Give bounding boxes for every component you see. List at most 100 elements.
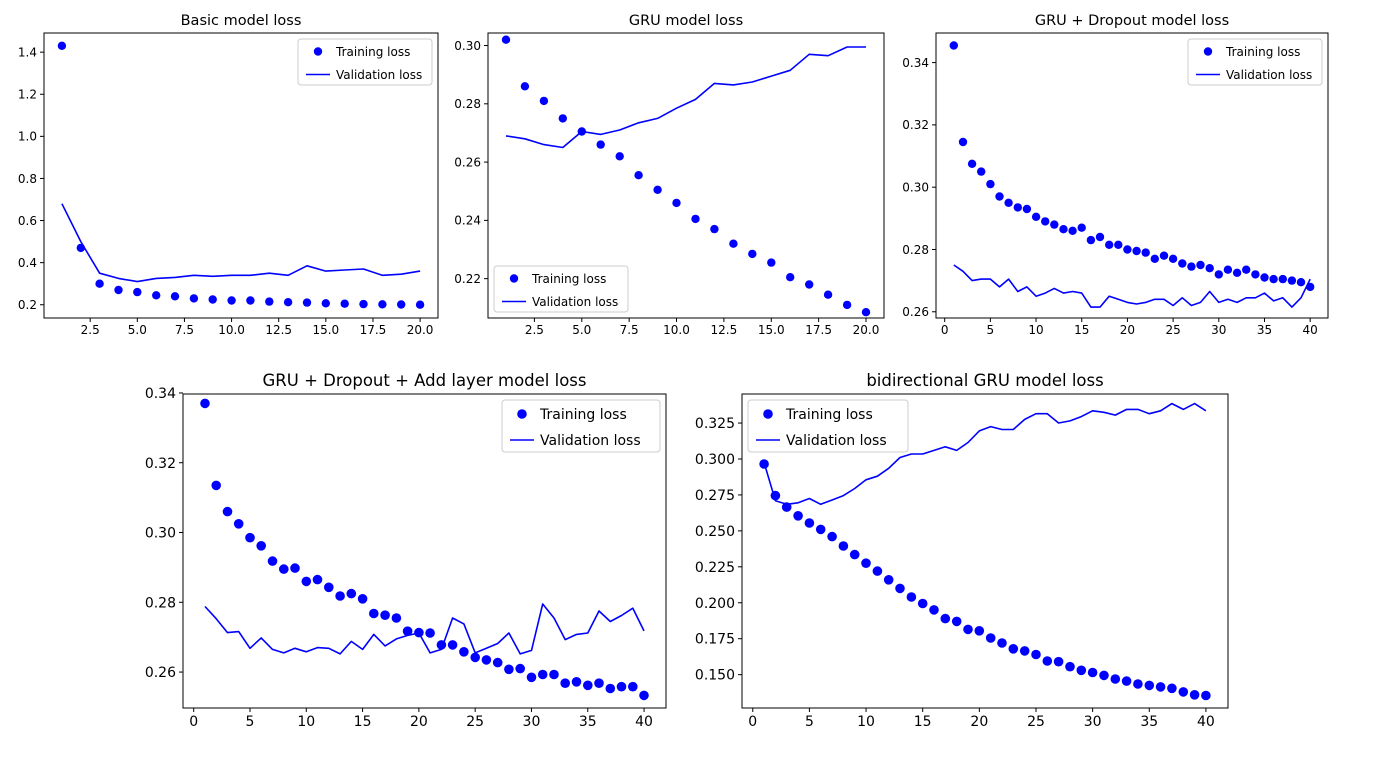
training-loss-point bbox=[1050, 220, 1059, 229]
training-loss-point bbox=[1223, 265, 1233, 274]
training-loss-point bbox=[861, 558, 871, 568]
training-loss-point bbox=[1269, 274, 1278, 284]
y-tick-label: 0.275 bbox=[695, 488, 735, 504]
x-tick-label: 17.5 bbox=[360, 323, 387, 337]
training-loss-point bbox=[95, 279, 104, 288]
training-loss-point bbox=[805, 280, 814, 289]
legend-label: Training loss bbox=[531, 272, 606, 286]
training-loss-point bbox=[872, 566, 883, 576]
legend-label: Validation loss bbox=[786, 433, 887, 449]
training-loss-point bbox=[200, 398, 210, 409]
x-tick-label: 20.0 bbox=[407, 323, 434, 337]
training-loss-point bbox=[558, 114, 567, 123]
training-loss-point bbox=[986, 179, 995, 189]
x-tick-label: 5.0 bbox=[572, 323, 591, 337]
training-loss-point bbox=[369, 608, 379, 619]
training-loss-point bbox=[1065, 661, 1075, 672]
x-tick-label: 10.0 bbox=[218, 323, 245, 337]
y-tick-label: 0.250 bbox=[695, 524, 735, 540]
training-loss-point bbox=[951, 616, 962, 627]
y-tick-label: 0.22 bbox=[454, 272, 481, 286]
training-loss-point bbox=[616, 681, 627, 692]
training-loss-point bbox=[256, 541, 267, 551]
training-loss-point bbox=[691, 214, 700, 224]
chart-panel-4: GRU + Dropout + Add layer model loss 0 5 10… bbox=[145, 371, 667, 730]
y-tick-label: 0.325 bbox=[695, 416, 735, 432]
training-loss-point bbox=[539, 96, 549, 106]
x-tick-label: 0 bbox=[189, 714, 198, 730]
training-loss-point bbox=[447, 640, 458, 650]
training-loss-point bbox=[1110, 674, 1121, 684]
training-loss-point bbox=[1178, 687, 1189, 697]
training-loss-point bbox=[1031, 212, 1041, 221]
training-loss-point bbox=[397, 300, 406, 309]
training-loss-point bbox=[1214, 270, 1224, 279]
training-loss-point bbox=[1132, 246, 1141, 256]
training-loss-point bbox=[639, 690, 649, 701]
training-loss-point bbox=[222, 506, 233, 517]
x-tick-label: 20.0 bbox=[853, 323, 880, 337]
training-loss-point bbox=[114, 285, 123, 295]
training-loss-point bbox=[729, 239, 738, 248]
legend-box bbox=[747, 399, 909, 453]
training-loss-point bbox=[1251, 270, 1260, 279]
training-loss-point bbox=[1155, 682, 1166, 692]
training-loss-point bbox=[481, 655, 492, 665]
training-loss-point bbox=[1287, 276, 1297, 285]
legend-dot-marker bbox=[1203, 47, 1213, 56]
validation-loss-line bbox=[61, 203, 421, 283]
training-loss-point bbox=[985, 633, 996, 643]
training-loss-point bbox=[883, 575, 894, 585]
training-loss-point bbox=[391, 613, 402, 623]
training-loss-point bbox=[402, 626, 413, 636]
training-loss-point bbox=[470, 652, 481, 663]
training-loss-point bbox=[378, 300, 387, 309]
legend-label: Validation loss bbox=[540, 433, 641, 449]
legend-box bbox=[297, 38, 433, 86]
training-loss-point bbox=[929, 605, 939, 615]
x-tick-label: 2.5 bbox=[81, 323, 100, 337]
training-loss-point bbox=[1031, 649, 1041, 660]
training-loss-point bbox=[1178, 259, 1187, 268]
training-loss-point bbox=[170, 292, 180, 301]
legend-label: Training loss bbox=[1225, 45, 1300, 59]
training-loss-point bbox=[1196, 260, 1205, 270]
training-loss-point bbox=[906, 592, 917, 602]
chart-title: GRU + Dropout + Add layer model loss bbox=[263, 371, 587, 390]
x-tick-label: 30 bbox=[523, 714, 541, 730]
training-loss-point bbox=[672, 198, 681, 208]
training-loss-point bbox=[1296, 278, 1306, 287]
training-loss-point bbox=[1099, 670, 1109, 681]
y-tick-label: 0.26 bbox=[454, 155, 481, 169]
training-loss-point bbox=[1077, 223, 1086, 232]
training-loss-point bbox=[842, 300, 852, 310]
training-loss-point bbox=[501, 35, 511, 44]
chart-title: Basic model loss bbox=[181, 13, 302, 29]
x-tick-label: 35 bbox=[1140, 714, 1158, 730]
training-loss-point bbox=[793, 511, 803, 521]
training-loss-point bbox=[1041, 217, 1050, 226]
x-tick-label: 20 bbox=[410, 714, 428, 730]
x-tick-label: 20 bbox=[970, 714, 988, 730]
legend-label: Validation loss bbox=[1226, 68, 1312, 82]
x-tick-label: 10 bbox=[297, 714, 315, 730]
training-loss-point bbox=[459, 647, 469, 657]
training-loss-point bbox=[963, 624, 973, 635]
training-loss-point bbox=[977, 167, 986, 176]
y-tick-label: 0.4 bbox=[18, 256, 37, 270]
training-loss-point bbox=[1114, 240, 1123, 249]
training-loss-point bbox=[1242, 265, 1251, 274]
x-tick-label: 5.0 bbox=[128, 323, 147, 337]
training-loss-point bbox=[571, 677, 582, 687]
training-loss-point bbox=[1278, 274, 1288, 284]
chart-title: GRU model loss bbox=[629, 13, 743, 29]
training-loss-point bbox=[520, 82, 530, 91]
legend-box bbox=[501, 399, 661, 453]
x-tick-label: 15.0 bbox=[312, 323, 339, 337]
training-loss-point bbox=[312, 574, 323, 585]
training-loss-point bbox=[1022, 204, 1032, 214]
y-tick-label: 0.26 bbox=[902, 305, 929, 319]
training-loss-point bbox=[997, 638, 1007, 648]
legend: Training loss Validation loss bbox=[297, 38, 433, 86]
